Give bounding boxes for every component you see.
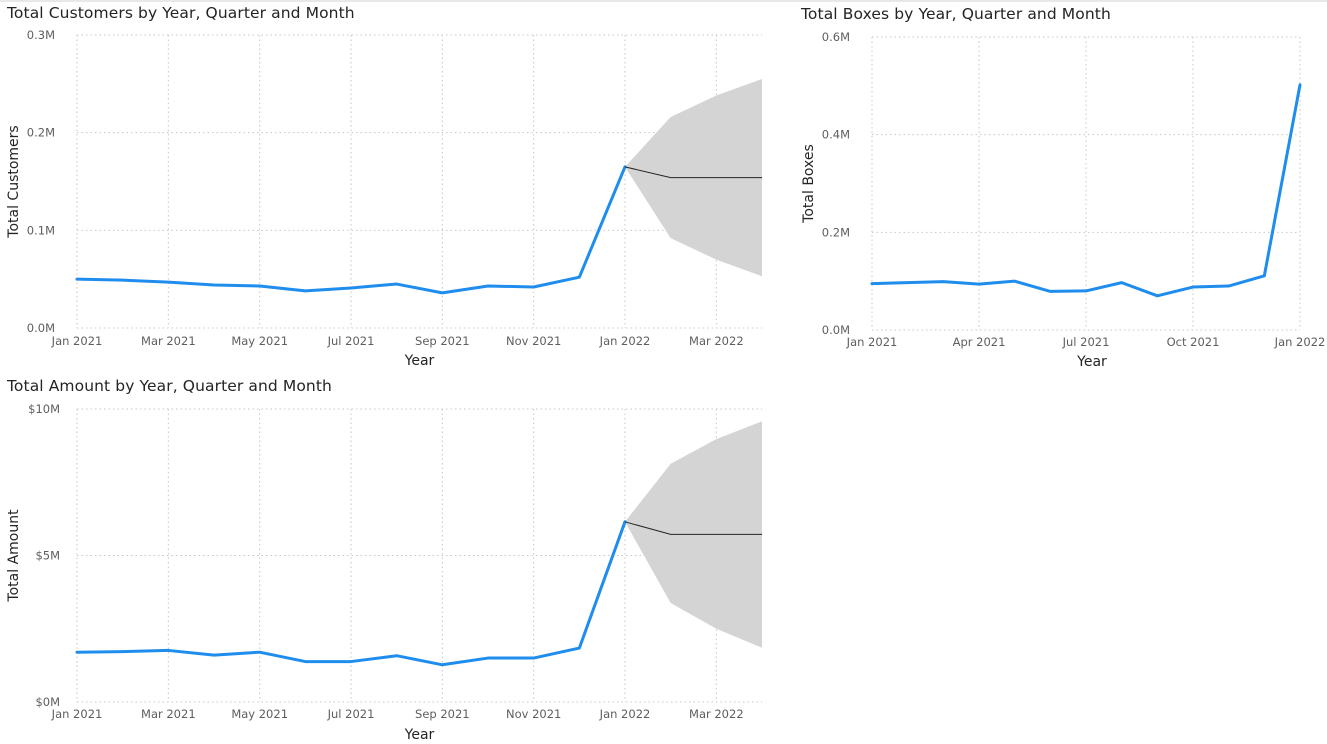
x-axis-title: Year bbox=[1076, 354, 1107, 370]
boxes-chart-svg: Jan 2021 Apr 2021 Jul 2021 Oct 2021 Jan 2022… bbox=[801, 30, 1326, 370]
y-tick-label: 0.0M bbox=[822, 323, 850, 337]
x-tick-label: Jan 2022 bbox=[599, 707, 651, 721]
data-point bbox=[75, 650, 79, 654]
data-point bbox=[395, 282, 398, 286]
y-tick-label: 0.2M bbox=[27, 126, 55, 140]
x-tick-label: Mar 2022 bbox=[689, 707, 744, 721]
data-point bbox=[167, 649, 170, 652]
data-point bbox=[870, 282, 874, 285]
y-tick-label: $10M bbox=[28, 402, 60, 416]
x-tick-label: Jan 2021 bbox=[51, 334, 103, 348]
data-point bbox=[1227, 284, 1230, 288]
data-point bbox=[121, 278, 124, 282]
data-point bbox=[532, 656, 535, 660]
x-tick-label: Jan 2022 bbox=[1274, 335, 1326, 349]
y-axis-title: Total Amount bbox=[6, 509, 22, 603]
data-point bbox=[121, 650, 124, 653]
x-axis-title: Year bbox=[404, 353, 435, 369]
y-tick-label: 0.1M bbox=[27, 223, 55, 237]
x-tick-label: Nov 2021 bbox=[506, 334, 561, 348]
data-point bbox=[486, 284, 490, 288]
data-point bbox=[212, 283, 216, 287]
data-point bbox=[578, 276, 581, 279]
y-tick-label: $0M bbox=[35, 695, 60, 709]
x-tick-label: May 2021 bbox=[231, 334, 288, 348]
data-point bbox=[349, 286, 353, 290]
data-point bbox=[1013, 279, 1016, 283]
x-tick-label: Mar 2022 bbox=[689, 334, 744, 348]
data-point bbox=[977, 282, 981, 286]
data-point bbox=[212, 653, 216, 657]
x-tick-label: Mar 2021 bbox=[141, 707, 196, 721]
data-point bbox=[304, 660, 307, 663]
data-point bbox=[349, 660, 353, 663]
data-point bbox=[578, 646, 581, 650]
x-tick-label: Oct 2021 bbox=[1167, 335, 1220, 349]
data-point bbox=[1191, 285, 1195, 289]
data-point bbox=[532, 285, 535, 289]
x-tick-label: Nov 2021 bbox=[506, 707, 561, 721]
data-point bbox=[1298, 83, 1302, 87]
y-tick-label: 0.3M bbox=[27, 28, 55, 42]
data-point bbox=[75, 277, 79, 281]
x-tick-label: Jan 2021 bbox=[846, 335, 898, 349]
x-tick-label: Jan 2022 bbox=[599, 334, 651, 348]
data-point bbox=[258, 284, 261, 288]
chart-title: Total Boxes by Year, Quarter and Month bbox=[801, 5, 1111, 23]
x-tick-label: Jul 2021 bbox=[1062, 335, 1110, 349]
customers-chart-visual: Total Customers by Year, Quarter and Mon… bbox=[0, 0, 780, 372]
data-point bbox=[395, 654, 398, 657]
x-tick-label: Mar 2021 bbox=[141, 334, 196, 348]
data-point bbox=[1049, 290, 1052, 293]
y-tick-label: 0.4M bbox=[822, 128, 850, 142]
y-tick-label: 0.2M bbox=[822, 225, 850, 239]
data-point bbox=[1156, 294, 1159, 298]
boxes-chart-visual: Total Boxes by Year, Quarter and Month J… bbox=[795, 0, 1327, 372]
y-axis-title: Total Customers bbox=[6, 125, 22, 238]
top-border bbox=[0, 0, 1327, 2]
chart-title: Total Amount by Year, Quarter and Month bbox=[7, 377, 332, 395]
chart-title: Total Customers by Year, Quarter and Mon… bbox=[7, 4, 355, 22]
y-axis-title: Total Boxes bbox=[801, 144, 817, 224]
customers-chart-svg: Jan 2021 Mar 2021 May 2021 Jul 2021 Sep 2021… bbox=[6, 28, 762, 369]
y-tick-label: 0.6M bbox=[822, 30, 850, 44]
data-point bbox=[1120, 281, 1123, 284]
data-point bbox=[441, 663, 444, 666]
x-tick-label: Sep 2021 bbox=[415, 707, 470, 721]
x-tick-label: Jul 2021 bbox=[327, 334, 375, 348]
amount-chart-visual: Total Amount by Year, Quarter and Month … bbox=[0, 372, 780, 744]
data-point bbox=[167, 280, 170, 284]
y-tick-label: 0.0M bbox=[27, 321, 55, 335]
x-tick-label: Jul 2021 bbox=[327, 707, 375, 721]
data-point bbox=[258, 650, 261, 654]
data-point bbox=[441, 291, 444, 295]
data-point bbox=[486, 656, 490, 660]
x-axis-title: Year bbox=[404, 727, 435, 743]
data-point bbox=[1084, 289, 1088, 293]
data-point bbox=[906, 281, 909, 284]
x-tick-label: Sep 2021 bbox=[415, 334, 470, 348]
y-tick-label: $5M bbox=[35, 549, 60, 563]
forecast-line bbox=[624, 166, 762, 179]
forecast-line bbox=[624, 521, 762, 535]
x-tick-label: May 2021 bbox=[231, 707, 288, 721]
data-point bbox=[304, 289, 307, 293]
data-point bbox=[942, 280, 945, 283]
x-tick-label: Apr 2021 bbox=[953, 335, 1006, 349]
data-point bbox=[1263, 274, 1266, 277]
amount-chart-svg: Jan 2021 Mar 2021 May 2021 Jul 2021 Sep 2021… bbox=[6, 402, 762, 743]
x-tick-label: Jan 2021 bbox=[51, 707, 103, 721]
